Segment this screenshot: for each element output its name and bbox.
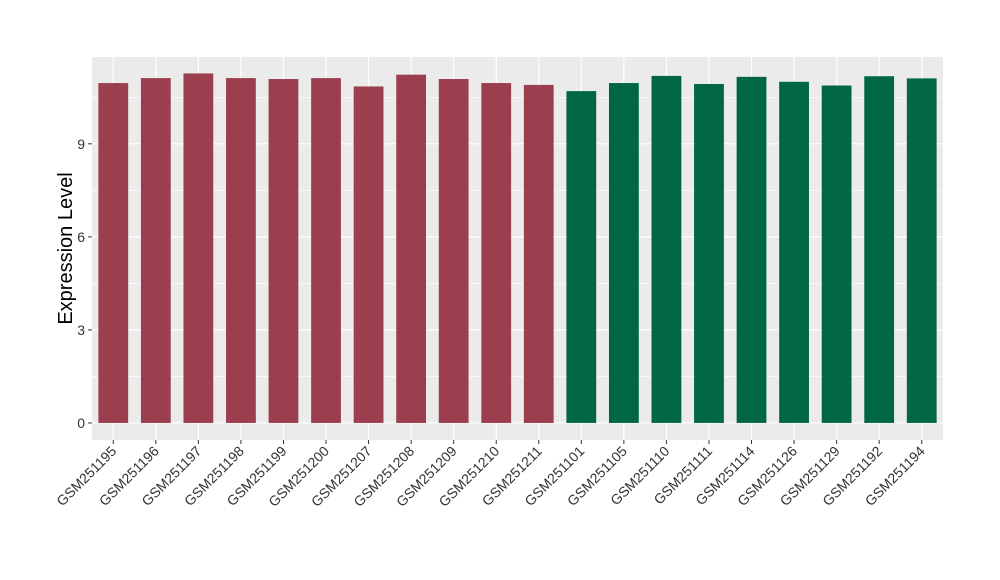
bar-GSM251111 [694,83,724,423]
bar-GSM251210 [481,83,512,423]
bar-GSM251195 [98,83,129,423]
bar-GSM251129 [821,85,852,423]
bar-GSM251126 [779,81,809,423]
bar-GSM251194 [906,78,937,423]
bar-GSM251110 [651,75,682,423]
bar-GSM251105 [608,83,639,423]
y-tick-label: 9 [77,136,85,152]
y-tick-label: 0 [77,415,85,431]
bar-GSM251192 [864,76,895,423]
bar-GSM251199 [268,79,299,423]
bar-GSM251208 [396,74,427,423]
bars [98,73,937,423]
bar-GSM251114 [736,76,767,423]
bar-GSM251209 [438,79,469,423]
bar-GSM251197 [183,73,214,423]
bar-GSM251198 [226,78,256,423]
bar-GSM251207 [353,86,384,423]
x-axis: GSM251195GSM251196GSM251197GSM251198GSM2… [53,440,928,510]
y-axis-title: Expression Level [55,172,77,324]
bar-GSM251211 [523,84,554,423]
bar-GSM251196 [140,78,171,423]
bar-GSM251200 [311,78,341,423]
bar-GSM251101 [566,91,597,423]
plot-panel [92,57,943,440]
y-tick-label: 6 [77,229,85,245]
y-axis: 0 3 6 9 [77,136,92,431]
y-tick-label: 3 [77,322,85,338]
